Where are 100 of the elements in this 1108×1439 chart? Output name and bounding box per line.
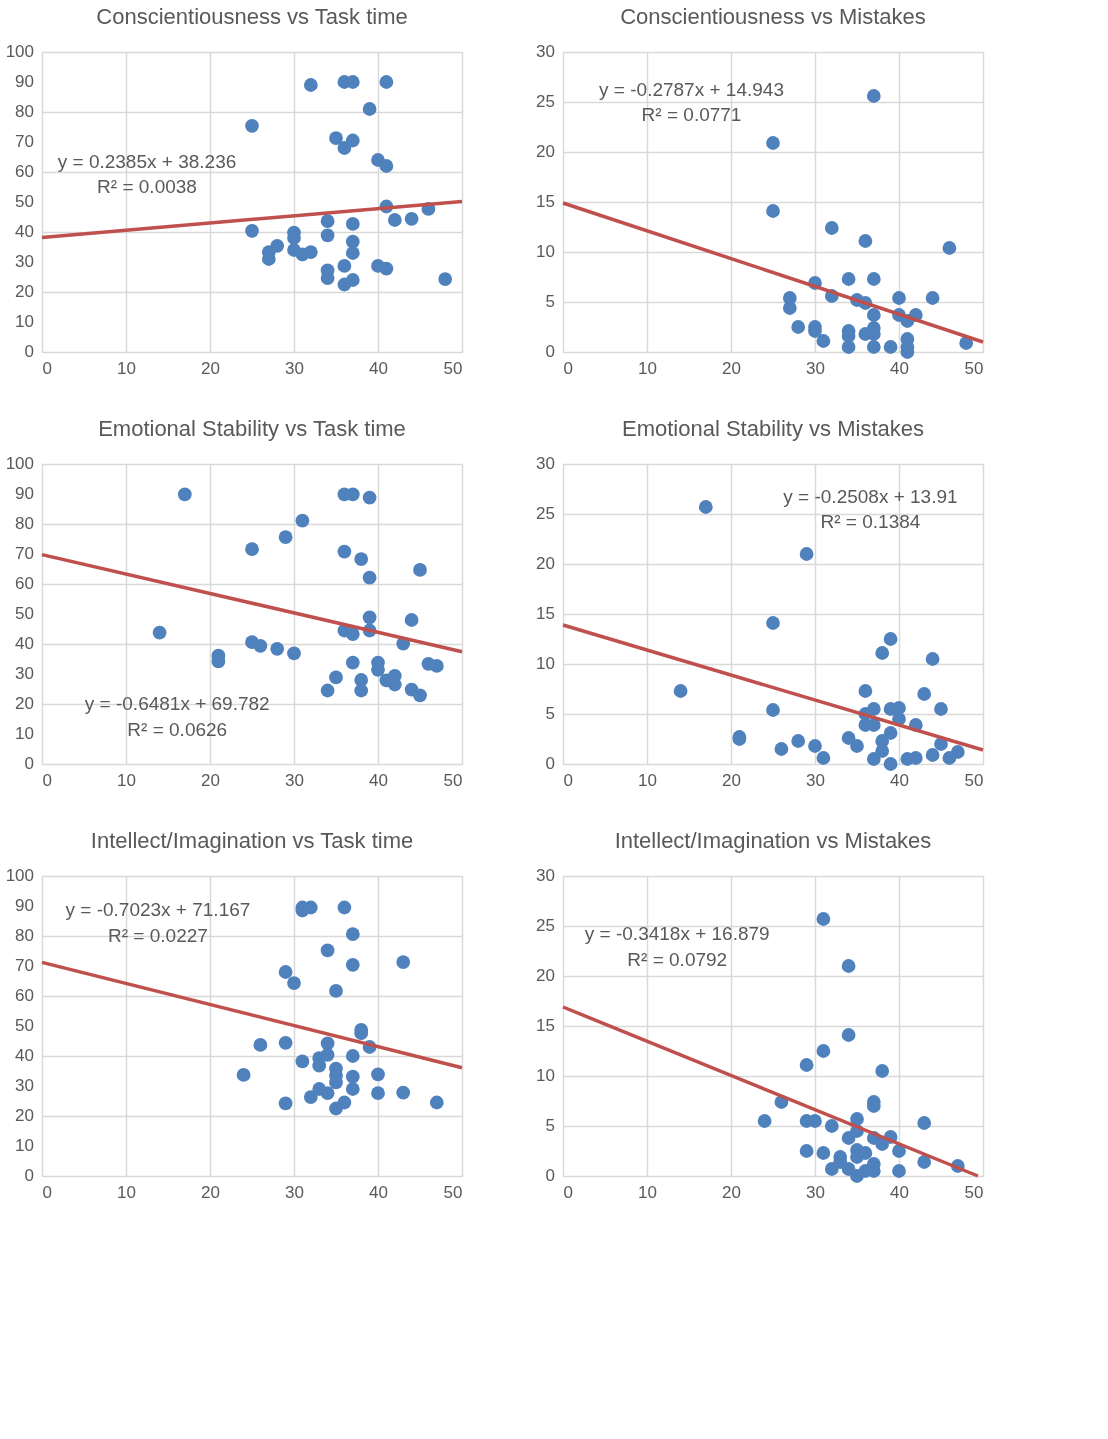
point [816, 1044, 831, 1058]
point [345, 1049, 360, 1063]
x-tick-label: 40 [369, 770, 388, 790]
y-tick-label: 40 [15, 222, 34, 241]
x-tick-label: 10 [117, 770, 136, 790]
y-tick-label: 20 [15, 1106, 34, 1125]
point [379, 159, 394, 173]
y-tick-label: 80 [15, 514, 34, 533]
point [673, 684, 688, 698]
annotation: R² = 0.0227 [108, 924, 208, 946]
x-tick-label: 10 [117, 358, 136, 378]
annotation: y = -0.2787x + 14.943 [599, 79, 784, 101]
point [766, 703, 780, 717]
y-tick-label: 30 [15, 1076, 34, 1095]
point [816, 912, 831, 926]
y-tick-label: 70 [15, 956, 34, 975]
y-tick-label: 20 [15, 282, 34, 301]
point [345, 217, 360, 231]
x-tick-label: 20 [201, 1182, 220, 1202]
x-tick-label: 30 [285, 1182, 304, 1202]
y-tick-label: 30 [15, 664, 34, 683]
point [337, 277, 352, 292]
x-tick-label: 40 [890, 1182, 909, 1202]
x-tick-label: 20 [201, 770, 220, 790]
point [295, 1054, 310, 1069]
point [287, 976, 301, 990]
point [858, 234, 873, 248]
point [841, 731, 856, 745]
y-tick-label: 25 [536, 916, 555, 935]
point [245, 542, 259, 557]
point [841, 340, 856, 354]
point [757, 1114, 772, 1128]
point [892, 291, 906, 305]
point [287, 646, 301, 661]
annotation: R² = 0.1384 [820, 510, 921, 532]
x-tick-label: 20 [722, 1182, 741, 1202]
point [329, 131, 343, 145]
point [791, 320, 806, 334]
x-tick-label: 30 [285, 358, 304, 378]
point [875, 1137, 890, 1151]
y-tick-label: 10 [15, 1136, 34, 1155]
y-tick-label: 20 [15, 694, 34, 713]
y-tick-label: 5 [545, 704, 555, 723]
y-tick-label: 40 [15, 634, 34, 653]
x-tick-label: 30 [806, 770, 825, 790]
x-tick-label: 0 [563, 358, 573, 378]
annotation: y = -0.2508x + 13.91 [783, 486, 958, 507]
y-tick-label: 70 [15, 544, 34, 563]
point [858, 684, 873, 698]
point [925, 652, 940, 666]
point [875, 646, 890, 660]
chart-title: Emotional Stability vs Mistakes [622, 416, 924, 441]
y-tick-label: 80 [15, 926, 34, 945]
point [875, 1064, 890, 1078]
point [320, 683, 335, 698]
annotation: R² = 0.0038 [97, 176, 197, 197]
x-tick-label: 10 [117, 1182, 136, 1202]
x-tick-label: 0 [42, 770, 52, 790]
x-tick-label: 40 [369, 1182, 388, 1202]
point [934, 702, 948, 716]
y-tick-label: 0 [545, 342, 555, 361]
y-tick-label: 0 [24, 1166, 34, 1185]
point [387, 213, 402, 227]
point [883, 757, 898, 771]
point [303, 245, 318, 259]
chart-title: Conscientiousness vs Task time [96, 4, 408, 29]
point [337, 544, 352, 559]
y-tick-label: 10 [15, 724, 34, 743]
point [278, 530, 293, 545]
point [883, 632, 898, 646]
point [278, 1035, 293, 1050]
point [766, 136, 780, 150]
point [866, 752, 881, 766]
point [917, 1155, 932, 1169]
point [245, 223, 259, 238]
point [413, 688, 427, 703]
point [362, 610, 377, 625]
y-tick-label: 30 [536, 454, 555, 473]
point [925, 748, 940, 762]
point [841, 1131, 856, 1145]
point [808, 1114, 822, 1128]
point [824, 1162, 839, 1176]
y-tick-label: 20 [536, 966, 555, 985]
y-tick-label: 0 [24, 754, 34, 773]
point [345, 1082, 360, 1096]
x-tick-label: 30 [806, 1182, 825, 1202]
y-tick-label: 10 [15, 312, 34, 331]
annotation: R² = 0.0771 [641, 104, 742, 125]
point [799, 547, 814, 561]
point [950, 745, 965, 759]
point [917, 687, 932, 701]
point [362, 570, 377, 585]
point [345, 927, 360, 942]
point [362, 490, 377, 505]
x-tick-label: 0 [42, 1182, 52, 1202]
y-tick-label: 60 [15, 162, 34, 181]
point [396, 955, 411, 969]
annotation: y = -0.3418x + 16.879 [584, 922, 770, 944]
x-tick-label: 0 [563, 770, 573, 790]
point [841, 1028, 856, 1042]
